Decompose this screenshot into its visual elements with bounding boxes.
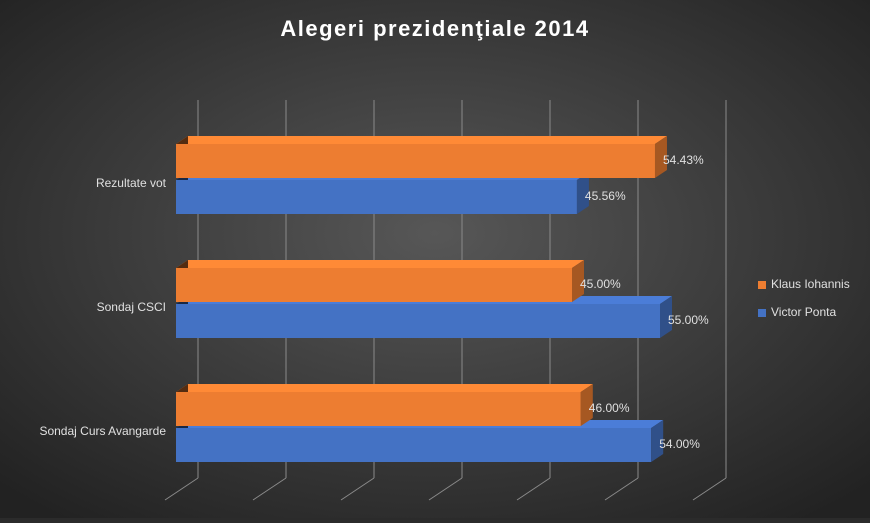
bar — [176, 144, 655, 178]
bar — [176, 304, 660, 338]
legend-swatch — [758, 281, 766, 289]
data-label: 54.00% — [659, 437, 700, 451]
legend-label: Klaus Iohannis — [771, 277, 850, 291]
bar-top — [176, 260, 584, 268]
bar-end — [580, 384, 593, 426]
grid-floor-line — [604, 477, 639, 501]
grid-floor-line — [340, 477, 375, 501]
bar-end — [660, 296, 672, 338]
data-label: 45.56% — [585, 189, 626, 203]
bar-end — [651, 420, 664, 462]
chart-title: Alegeri prezidenţiale 2014 — [280, 16, 589, 41]
bar-end — [576, 172, 589, 214]
bar-top — [176, 384, 593, 392]
grid-floor-line — [428, 477, 463, 501]
bar — [176, 428, 652, 462]
bar — [176, 392, 581, 426]
legend-swatch — [758, 309, 766, 317]
y-tick-label: Sondaj Curs Avangarde — [39, 424, 166, 438]
y-tick-label: Rezultate vot — [96, 176, 167, 190]
y-tick-label: Sondaj CSCI — [97, 300, 166, 314]
grid-floor-line — [252, 477, 287, 501]
data-label: 55.00% — [668, 313, 709, 327]
bar-end — [572, 260, 584, 302]
bar-top — [176, 136, 667, 144]
bar-end — [654, 136, 667, 178]
data-label: 46.00% — [589, 401, 630, 415]
bar — [176, 180, 577, 214]
grid-floor-line — [516, 477, 551, 501]
data-label: 54.43% — [663, 153, 704, 167]
data-label: 45.00% — [580, 277, 621, 291]
legend-label: Victor Ponta — [771, 305, 836, 319]
grid-floor-line — [692, 477, 727, 501]
grid-floor-line — [164, 477, 199, 501]
bar — [176, 268, 572, 302]
